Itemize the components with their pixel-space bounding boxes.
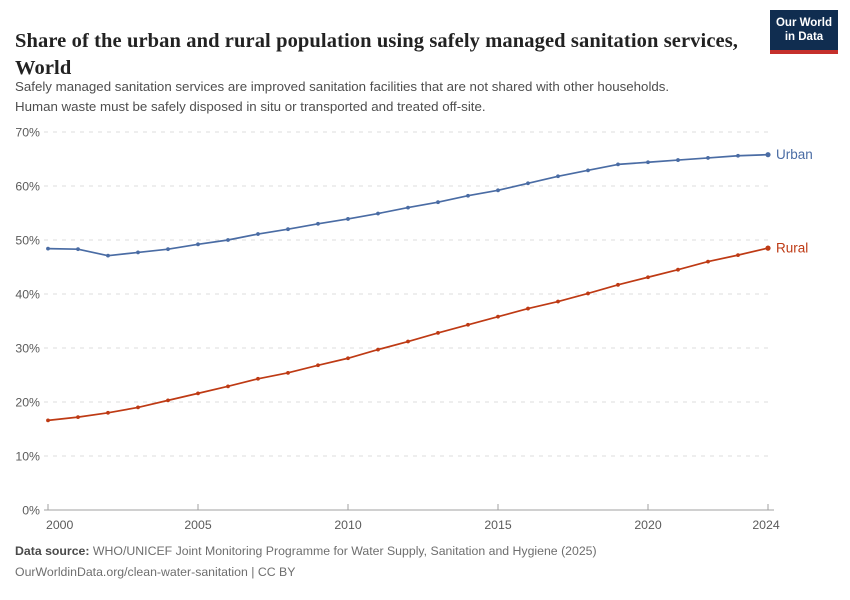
data-point-rural-2022[interactable] — [706, 259, 710, 264]
data-point-rural-2007[interactable] — [256, 376, 260, 381]
data-point-urban-2021[interactable] — [676, 158, 680, 162]
data-point-urban-2002[interactable] — [106, 253, 110, 258]
data-point-urban-2000[interactable] — [46, 246, 50, 251]
series-label-urban[interactable]: Urban — [776, 147, 813, 162]
x-tick-label: 2010 — [334, 518, 362, 532]
data-point-rural-2024[interactable] — [765, 245, 771, 251]
x-tick-label: 2015 — [484, 518, 512, 532]
data-source-text: WHO/UNICEF Joint Monitoring Programme fo… — [92, 544, 597, 558]
data-point-urban-2024[interactable] — [765, 152, 771, 158]
y-tick-label: 30% — [15, 341, 40, 355]
data-point-rural-2002[interactable] — [106, 410, 110, 415]
data-point-urban-2013[interactable] — [436, 200, 440, 205]
line-chart-canvas[interactable]: 0% 10% 20% 30% 40% 50% 60% 70% 2000 2005 2010 2015 2… — [0, 118, 850, 548]
x-tick-label: 2024 — [752, 518, 780, 532]
data-point-urban-2007[interactable] — [256, 232, 260, 236]
data-point-rural-2010[interactable] — [346, 356, 350, 361]
y-tick-label: 70% — [15, 125, 40, 139]
owid-logo[interactable]: Our World in Data — [770, 10, 838, 54]
data-point-rural-2000[interactable] — [46, 418, 50, 423]
data-point-urban-2011[interactable] — [376, 211, 380, 216]
data-point-urban-2018[interactable] — [586, 168, 590, 173]
chart-footer: Data source: WHO/UNICEF Joint Monitoring… — [15, 541, 597, 583]
data-point-rural-2004[interactable] — [166, 398, 170, 403]
data-source-label: Data source: — [15, 544, 90, 558]
data-point-urban-2004[interactable] — [166, 247, 170, 252]
data-point-urban-2015[interactable] — [496, 188, 500, 193]
chart-subtitle-line2: Human waste must be safely disposed in s… — [15, 98, 486, 114]
data-point-urban-2017[interactable] — [556, 174, 560, 179]
data-point-rural-2008[interactable] — [286, 370, 290, 375]
data-point-rural-2019[interactable] — [616, 282, 620, 287]
y-tick-label: 10% — [15, 449, 40, 463]
data-point-rural-2020[interactable] — [646, 275, 650, 280]
data-point-rural-2005[interactable] — [196, 391, 200, 396]
data-point-urban-2023[interactable] — [736, 153, 740, 158]
data-point-urban-2010[interactable] — [346, 217, 350, 221]
data-point-urban-2012[interactable] — [406, 205, 410, 210]
data-point-rural-2003[interactable] — [136, 405, 140, 410]
data-point-rural-2012[interactable] — [406, 339, 410, 344]
owid-logo-line2: in Data — [784, 30, 824, 43]
chart-subtitle-line1: Safely managed sanitation services are i… — [15, 79, 670, 94]
data-source-line: Data source: WHO/UNICEF Joint Monitoring… — [15, 541, 597, 562]
y-tick-label: 20% — [15, 395, 40, 409]
data-point-rural-2017[interactable] — [556, 299, 560, 304]
data-point-urban-2006[interactable] — [226, 238, 230, 242]
data-point-rural-2001[interactable] — [76, 415, 80, 420]
series-line-urban[interactable] — [47, 153, 769, 257]
data-point-rural-2021[interactable] — [676, 267, 680, 272]
data-point-urban-2016[interactable] — [526, 181, 530, 186]
data-point-rural-2016[interactable] — [526, 306, 530, 311]
series-label-rural[interactable]: Rural — [776, 241, 808, 256]
y-tick-label: 40% — [15, 287, 40, 301]
data-point-rural-2015[interactable] — [496, 314, 500, 319]
data-point-rural-2006[interactable] — [226, 384, 230, 389]
data-point-urban-2014[interactable] — [466, 193, 470, 198]
data-point-rural-2013[interactable] — [436, 330, 440, 335]
data-point-urban-2022[interactable] — [706, 156, 710, 160]
data-point-urban-2009[interactable] — [316, 221, 320, 226]
x-tick-label: 2000 — [46, 518, 74, 532]
page-title: Share of the urban and rural population … — [15, 29, 739, 79]
data-point-rural-2009[interactable] — [316, 363, 320, 368]
chart-subtitle: Safely managed sanitation services are i… — [15, 77, 669, 117]
data-point-urban-2003[interactable] — [136, 250, 140, 255]
data-point-rural-2011[interactable] — [376, 347, 380, 352]
data-point-rural-2014[interactable] — [466, 322, 470, 327]
data-point-urban-2005[interactable] — [196, 242, 200, 247]
data-point-urban-2008[interactable] — [286, 227, 290, 232]
series-line-rural[interactable] — [47, 247, 769, 422]
owid-citation-link[interactable]: OurWorldinData.org/clean-water-sanitatio… — [15, 564, 296, 579]
y-tick-label: 60% — [15, 179, 40, 193]
data-point-rural-2023[interactable] — [736, 253, 740, 258]
x-tick-label: 2020 — [634, 518, 662, 532]
data-point-rural-2018[interactable] — [586, 291, 590, 296]
data-point-urban-2020[interactable] — [646, 160, 650, 165]
owid-logo-line1: Our World — [775, 17, 832, 29]
y-tick-label: 0% — [22, 503, 40, 517]
data-point-urban-2019[interactable] — [616, 162, 620, 167]
y-tick-label: 50% — [15, 233, 40, 247]
data-point-urban-2001[interactable] — [76, 247, 80, 252]
x-tick-label: 2005 — [184, 518, 212, 532]
